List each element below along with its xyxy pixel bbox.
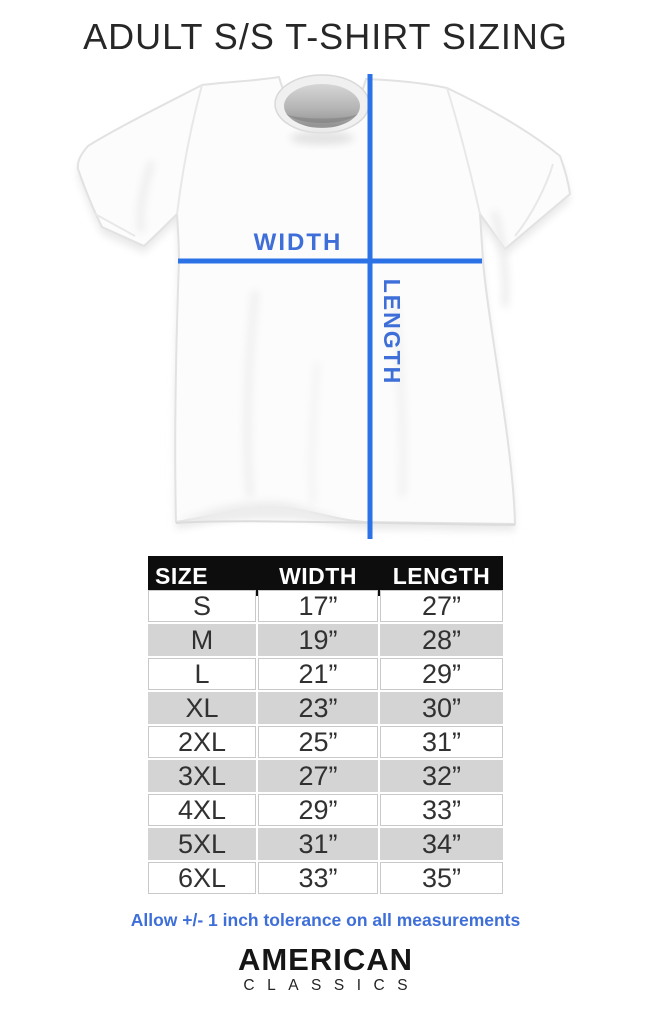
width-cell: 27” [258, 760, 378, 792]
length-cell: 27” [380, 590, 503, 622]
size-cell: 2XL [148, 726, 256, 758]
length-cell: 35” [380, 862, 503, 894]
length-cell: 31” [380, 726, 503, 758]
tshirt-wrinkles [137, 160, 509, 505]
length-cell: 34” [380, 828, 503, 860]
brand-subtitle: CLASSICS [243, 977, 421, 994]
width-cell: 21” [258, 658, 378, 690]
width-cell: 33” [258, 862, 378, 894]
size-cell: 3XL [148, 760, 256, 792]
page-title: ADULT S/S T-SHIRT SIZING [83, 16, 568, 57]
header-width: WIDTH [279, 562, 357, 589]
length-label: LENGTH [379, 279, 405, 386]
size-table: SIZE WIDTH LENGTH S 17” 27” M 19” 28” L … [148, 556, 503, 894]
tshirt-illustration: WIDTH LENGTH [55, 64, 595, 554]
length-cell: 30” [380, 692, 503, 724]
size-cell: 6XL [148, 862, 256, 894]
length-cell: 29” [380, 658, 503, 690]
length-cell: 32” [380, 760, 503, 792]
size-cell: S [148, 590, 256, 622]
brand-logo: AMERICAN CLASSICS [0, 944, 651, 994]
length-cell: 33” [380, 794, 503, 826]
size-cell: M [148, 624, 256, 656]
tshirt-hem-fold [175, 501, 516, 526]
header-size: SIZE [155, 562, 209, 589]
width-cell: 19” [258, 624, 378, 656]
width-cell: 29” [258, 794, 378, 826]
width-cell: 17” [258, 590, 378, 622]
tshirt-collar [274, 74, 370, 145]
tolerance-note: Allow +/- 1 inch tolerance on all measur… [130, 910, 521, 930]
size-table-header: SIZE WIDTH LENGTH [148, 556, 503, 596]
brand-name: AMERICAN [237, 942, 414, 977]
size-cell: L [148, 658, 256, 690]
tshirt-seams [94, 84, 554, 237]
size-cell: XL [148, 692, 256, 724]
size-cell: 5XL [148, 828, 256, 860]
length-cell: 28” [380, 624, 503, 656]
width-cell: 31” [258, 828, 378, 860]
width-cell: 23” [258, 692, 378, 724]
header-length: LENGTH [392, 562, 491, 589]
width-label: WIDTH [254, 229, 343, 256]
size-cell: 4XL [148, 794, 256, 826]
width-cell: 25” [258, 726, 378, 758]
tshirt-svg: WIDTH LENGTH [76, 74, 571, 539]
